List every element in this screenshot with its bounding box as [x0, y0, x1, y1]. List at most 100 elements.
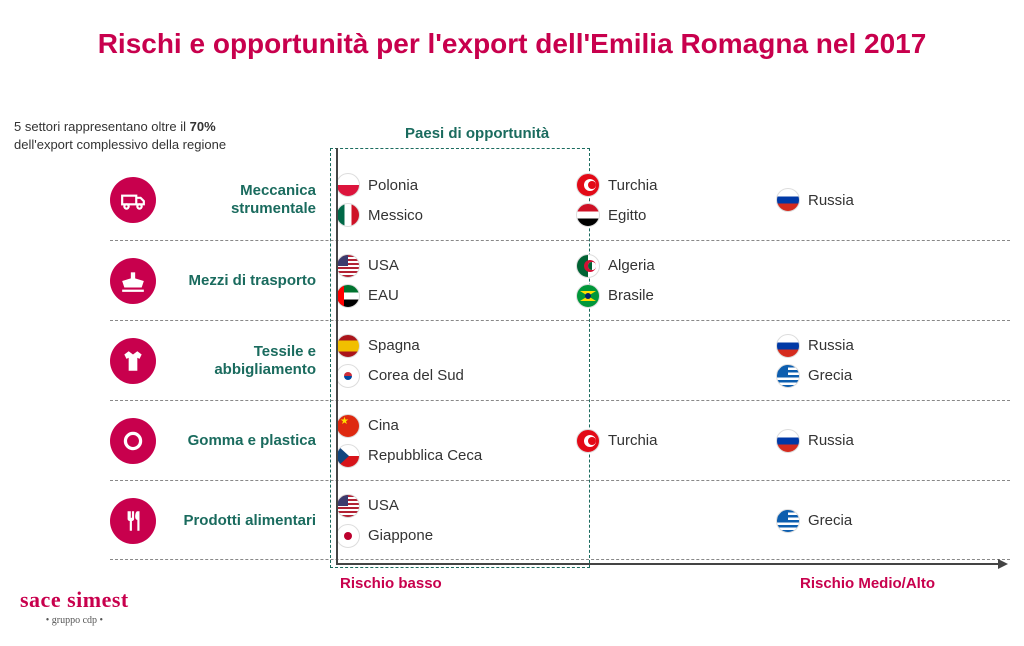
countries-high: Russia Grecia — [776, 334, 956, 388]
countries-high: Russia — [776, 188, 956, 212]
flag-icon — [776, 364, 800, 388]
truck-icon — [110, 177, 156, 223]
sector-row: Meccanica strumentale Polonia Messico Turch… — [110, 160, 1010, 240]
country-item: Russia — [776, 429, 956, 453]
sector-label: Prodotti alimentari — [166, 512, 316, 530]
country-item: Spagna — [336, 334, 576, 358]
axis-label-high: Rischio Medio/Alto — [800, 575, 935, 592]
flag-icon — [576, 203, 600, 227]
sector-label: Meccanica strumentale — [166, 182, 316, 218]
subtitle-bold: 70% — [190, 119, 216, 134]
sector-label: Tessile e abbigliamento — [166, 343, 316, 379]
axis-vertical — [336, 148, 338, 564]
flag-icon — [776, 334, 800, 358]
country-item: Algeria — [576, 254, 776, 278]
sector-rows: Meccanica strumentale Polonia Messico Turch… — [110, 160, 1010, 560]
countries-low: USA EAU — [336, 254, 576, 308]
country-item: EAU — [336, 284, 576, 308]
sector-row: Mezzi di trasporto USA EAU Algeria Brasile — [110, 240, 1010, 320]
country-item: Russia — [776, 334, 956, 358]
sector-row: Tessile e abbigliamento Spagna Corea del S… — [110, 320, 1010, 400]
countries-high: Russia — [776, 429, 956, 453]
country-name: USA — [368, 497, 399, 514]
flag-icon — [336, 203, 360, 227]
country-item: USA — [336, 254, 576, 278]
subtitle-post: dell'export complessivo della regione — [14, 137, 226, 152]
flag-icon — [576, 254, 600, 278]
flag-icon — [336, 334, 360, 358]
country-item: Corea del Sud — [336, 364, 576, 388]
country-name: Grecia — [808, 512, 852, 529]
countries-low: USA Giappone — [336, 494, 576, 548]
axis-horizontal — [336, 563, 1006, 565]
sector-label: Gomma e plastica — [166, 432, 316, 450]
flag-icon — [776, 188, 800, 212]
countries-high: Grecia — [776, 509, 956, 533]
country-item: Grecia — [776, 364, 956, 388]
logo-sub: • gruppo cdp • — [20, 615, 129, 626]
countries-low: Polonia Messico — [336, 173, 576, 227]
logo-main: sace simest — [20, 587, 129, 613]
country-name: Brasile — [608, 287, 654, 304]
country-name: EAU — [368, 287, 399, 304]
flag-icon — [336, 524, 360, 548]
ship-icon — [110, 258, 156, 304]
country-item: Grecia — [776, 509, 956, 533]
countries-low: Spagna Corea del Sud — [336, 334, 576, 388]
country-item: USA — [336, 494, 576, 518]
flag-icon — [336, 414, 360, 438]
sector-row: Prodotti alimentari USA Giappone Grecia — [110, 480, 1010, 560]
axis-label-low: Rischio basso — [340, 575, 442, 592]
flag-icon — [576, 429, 600, 453]
country-name: Cina — [368, 417, 399, 434]
flag-icon — [336, 254, 360, 278]
country-item: Egitto — [576, 203, 776, 227]
country-name: Turchia — [608, 177, 657, 194]
countries-mid: Turchia — [576, 429, 776, 453]
country-item: Polonia — [336, 173, 576, 197]
country-item: Turchia — [576, 429, 776, 453]
subtitle: 5 settori rappresentano oltre il 70% del… — [14, 118, 226, 154]
country-name: Turchia — [608, 432, 657, 449]
country-name: Algeria — [608, 257, 655, 274]
country-name: Corea del Sud — [368, 367, 464, 384]
country-item: Cina — [336, 414, 576, 438]
country-name: Polonia — [368, 177, 418, 194]
country-item: Turchia — [576, 173, 776, 197]
sector-label: Mezzi di trasporto — [166, 272, 316, 290]
country-name: Grecia — [808, 367, 852, 384]
countries-low: Cina Repubblica Ceca — [336, 414, 576, 468]
country-name: Messico — [368, 207, 423, 224]
country-name: Repubblica Ceca — [368, 447, 482, 464]
country-name: Russia — [808, 432, 854, 449]
country-name: USA — [368, 257, 399, 274]
country-name: Russia — [808, 337, 854, 354]
country-item: Messico — [336, 203, 576, 227]
country-name: Russia — [808, 192, 854, 209]
country-item: Repubblica Ceca — [336, 444, 576, 468]
country-item: Brasile — [576, 284, 776, 308]
flag-icon — [576, 173, 600, 197]
countries-mid: Turchia Egitto — [576, 173, 776, 227]
country-name: Giappone — [368, 527, 433, 544]
food-icon — [110, 498, 156, 544]
country-item: Russia — [776, 188, 956, 212]
shirt-icon — [110, 338, 156, 384]
flag-icon — [336, 284, 360, 308]
sector-row: Gomma e plastica Cina Repubblica Ceca Turch… — [110, 400, 1010, 480]
logo: sace simest • gruppo cdp • — [20, 587, 129, 626]
flag-icon — [336, 364, 360, 388]
flag-icon — [336, 494, 360, 518]
flag-icon — [336, 444, 360, 468]
flag-icon — [336, 173, 360, 197]
flag-icon — [776, 429, 800, 453]
countries-mid: Algeria Brasile — [576, 254, 776, 308]
column-header-opportunita: Paesi di opportunità — [405, 125, 549, 142]
subtitle-pre: 5 settori rappresentano oltre il — [14, 119, 190, 134]
flag-icon — [776, 509, 800, 533]
page-title: Rischi e opportunità per l'export dell'E… — [0, 0, 1024, 60]
gear-icon — [110, 418, 156, 464]
country-name: Spagna — [368, 337, 420, 354]
flag-icon — [576, 284, 600, 308]
country-item: Giappone — [336, 524, 576, 548]
